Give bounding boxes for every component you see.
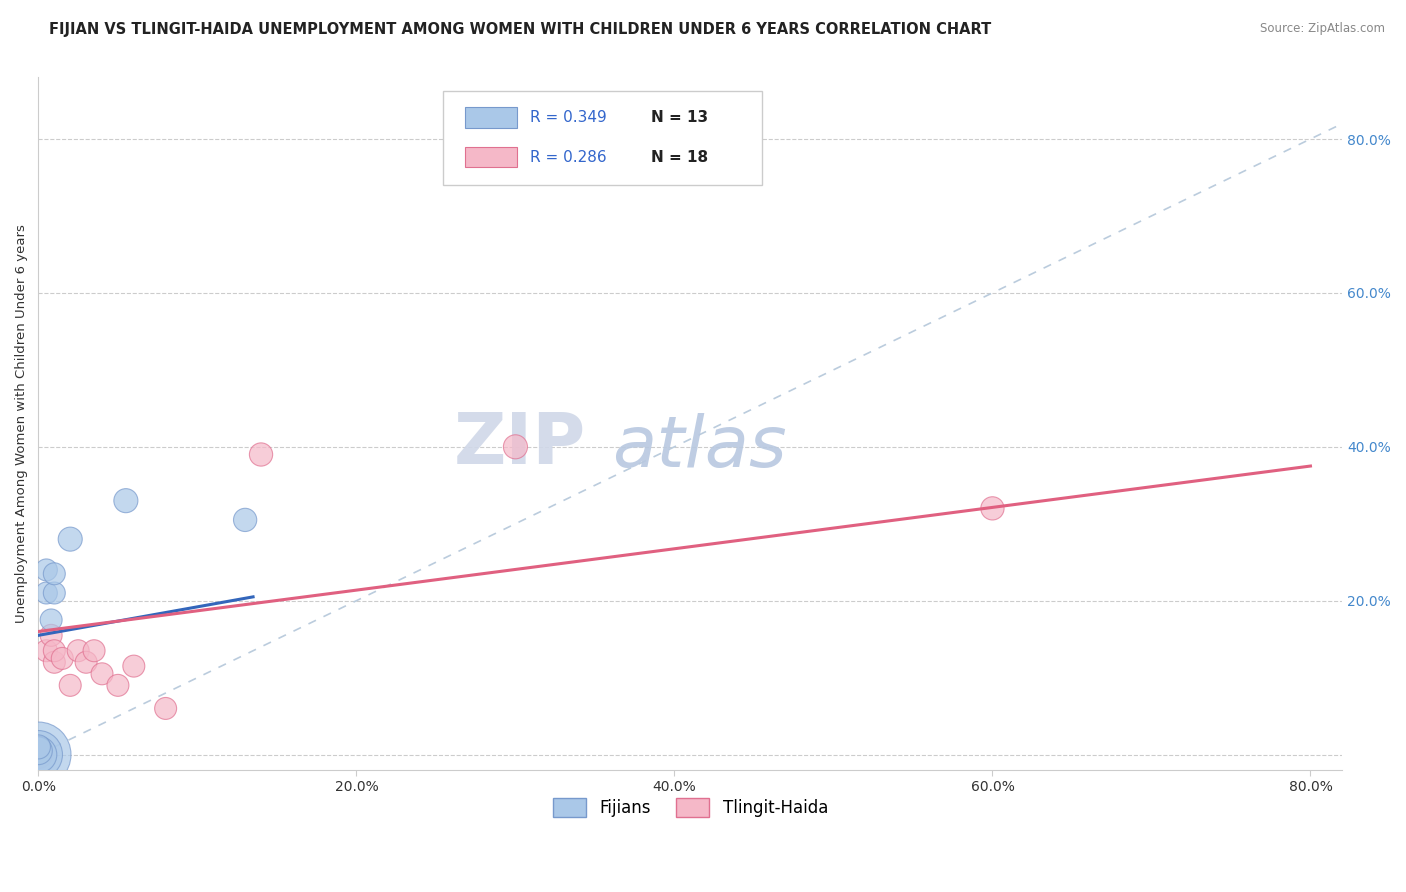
Point — [27, 747, 49, 762]
Point — [39, 628, 62, 642]
Point — [75, 655, 97, 669]
Text: R = 0.349: R = 0.349 — [530, 110, 607, 125]
Point — [51, 651, 73, 665]
Text: Source: ZipAtlas.com: Source: ZipAtlas.com — [1260, 22, 1385, 36]
Point — [27, 739, 49, 754]
Point — [35, 586, 58, 600]
Text: ZIP: ZIP — [454, 410, 586, 479]
Point — [27, 747, 49, 762]
Point — [107, 678, 129, 692]
Point — [115, 493, 138, 508]
Point — [27, 739, 49, 754]
FancyBboxPatch shape — [465, 107, 517, 128]
Point — [59, 678, 82, 692]
Point — [67, 644, 90, 658]
Point — [44, 655, 66, 669]
Text: N = 18: N = 18 — [651, 150, 709, 165]
Text: R = 0.286: R = 0.286 — [530, 150, 606, 165]
Text: N = 13: N = 13 — [651, 110, 709, 125]
Point — [505, 440, 527, 454]
Point — [155, 701, 177, 715]
Point — [35, 644, 58, 658]
Text: atlas: atlas — [612, 414, 787, 483]
Point — [39, 613, 62, 627]
Point — [27, 744, 49, 758]
Point — [44, 566, 66, 581]
Point — [44, 586, 66, 600]
FancyBboxPatch shape — [443, 91, 762, 185]
Point — [233, 513, 256, 527]
Point — [981, 501, 1004, 516]
Legend: Fijians, Tlingit-Haida: Fijians, Tlingit-Haida — [546, 791, 835, 824]
Point — [35, 563, 58, 577]
FancyBboxPatch shape — [465, 146, 517, 168]
Point — [27, 747, 49, 762]
Y-axis label: Unemployment Among Women with Children Under 6 years: Unemployment Among Women with Children U… — [15, 224, 28, 624]
Point — [27, 747, 49, 762]
Point — [59, 532, 82, 546]
Point — [250, 448, 273, 462]
Point — [122, 659, 145, 673]
Point — [83, 644, 105, 658]
Point — [44, 644, 66, 658]
Text: FIJIAN VS TLINGIT-HAIDA UNEMPLOYMENT AMONG WOMEN WITH CHILDREN UNDER 6 YEARS COR: FIJIAN VS TLINGIT-HAIDA UNEMPLOYMENT AMO… — [49, 22, 991, 37]
Point — [91, 666, 114, 681]
